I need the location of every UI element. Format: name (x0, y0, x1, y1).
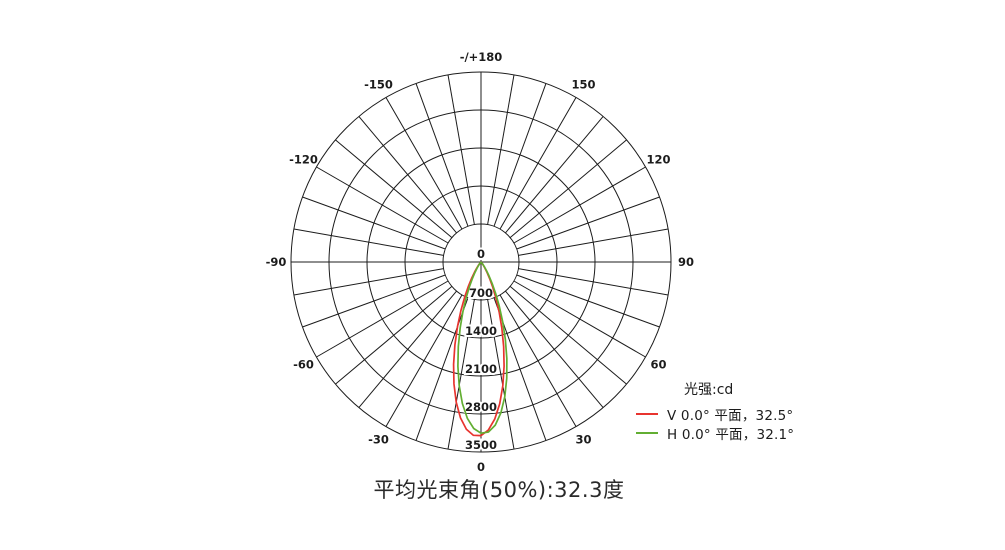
beam-angle-title: 平均光束角(50%):32.3度 (373, 478, 625, 502)
svg-text:30: 30 (575, 433, 591, 447)
svg-text:3500: 3500 (465, 438, 497, 452)
legend-item-v: V 0.0° 平面，32.5° (636, 404, 794, 424)
svg-text:700: 700 (469, 286, 493, 300)
svg-text:2100: 2100 (465, 362, 497, 376)
svg-text:-150: -150 (364, 77, 393, 91)
svg-text:0: 0 (477, 247, 485, 261)
svg-text:60: 60 (651, 358, 667, 372)
svg-text:-/+180: -/+180 (460, 50, 503, 64)
svg-text:150: 150 (571, 77, 595, 91)
legend-title: 光强:cd (684, 382, 734, 398)
h-plane-line-swatch (636, 431, 658, 434)
legend: 光强:cd V 0.0° 平面，32.5° H 0.0° 平面，32.1° (636, 379, 795, 443)
svg-text:1400: 1400 (465, 324, 497, 338)
legend-item-h: H 0.0° 平面，32.1° (636, 423, 795, 443)
legend-label-v: V 0.0° 平面，32.5° (667, 407, 794, 424)
svg-text:0: 0 (477, 460, 485, 474)
svg-text:120: 120 (647, 153, 671, 167)
svg-text:2800: 2800 (465, 400, 497, 414)
svg-text:-60: -60 (293, 358, 314, 372)
svg-text:90: 90 (678, 255, 694, 269)
v-plane-line-swatch (636, 412, 658, 415)
svg-text:-30: -30 (368, 433, 389, 447)
legend-label-h: H 0.0° 平面，32.1° (667, 426, 795, 443)
svg-text:-90: -90 (266, 255, 287, 269)
svg-text:-120: -120 (289, 153, 318, 167)
